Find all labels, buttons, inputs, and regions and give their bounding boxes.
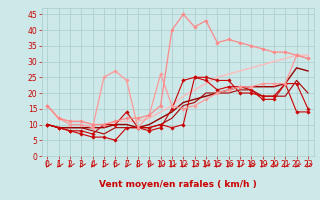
- X-axis label: Vent moyen/en rafales ( km/h ): Vent moyen/en rafales ( km/h ): [99, 180, 256, 189]
